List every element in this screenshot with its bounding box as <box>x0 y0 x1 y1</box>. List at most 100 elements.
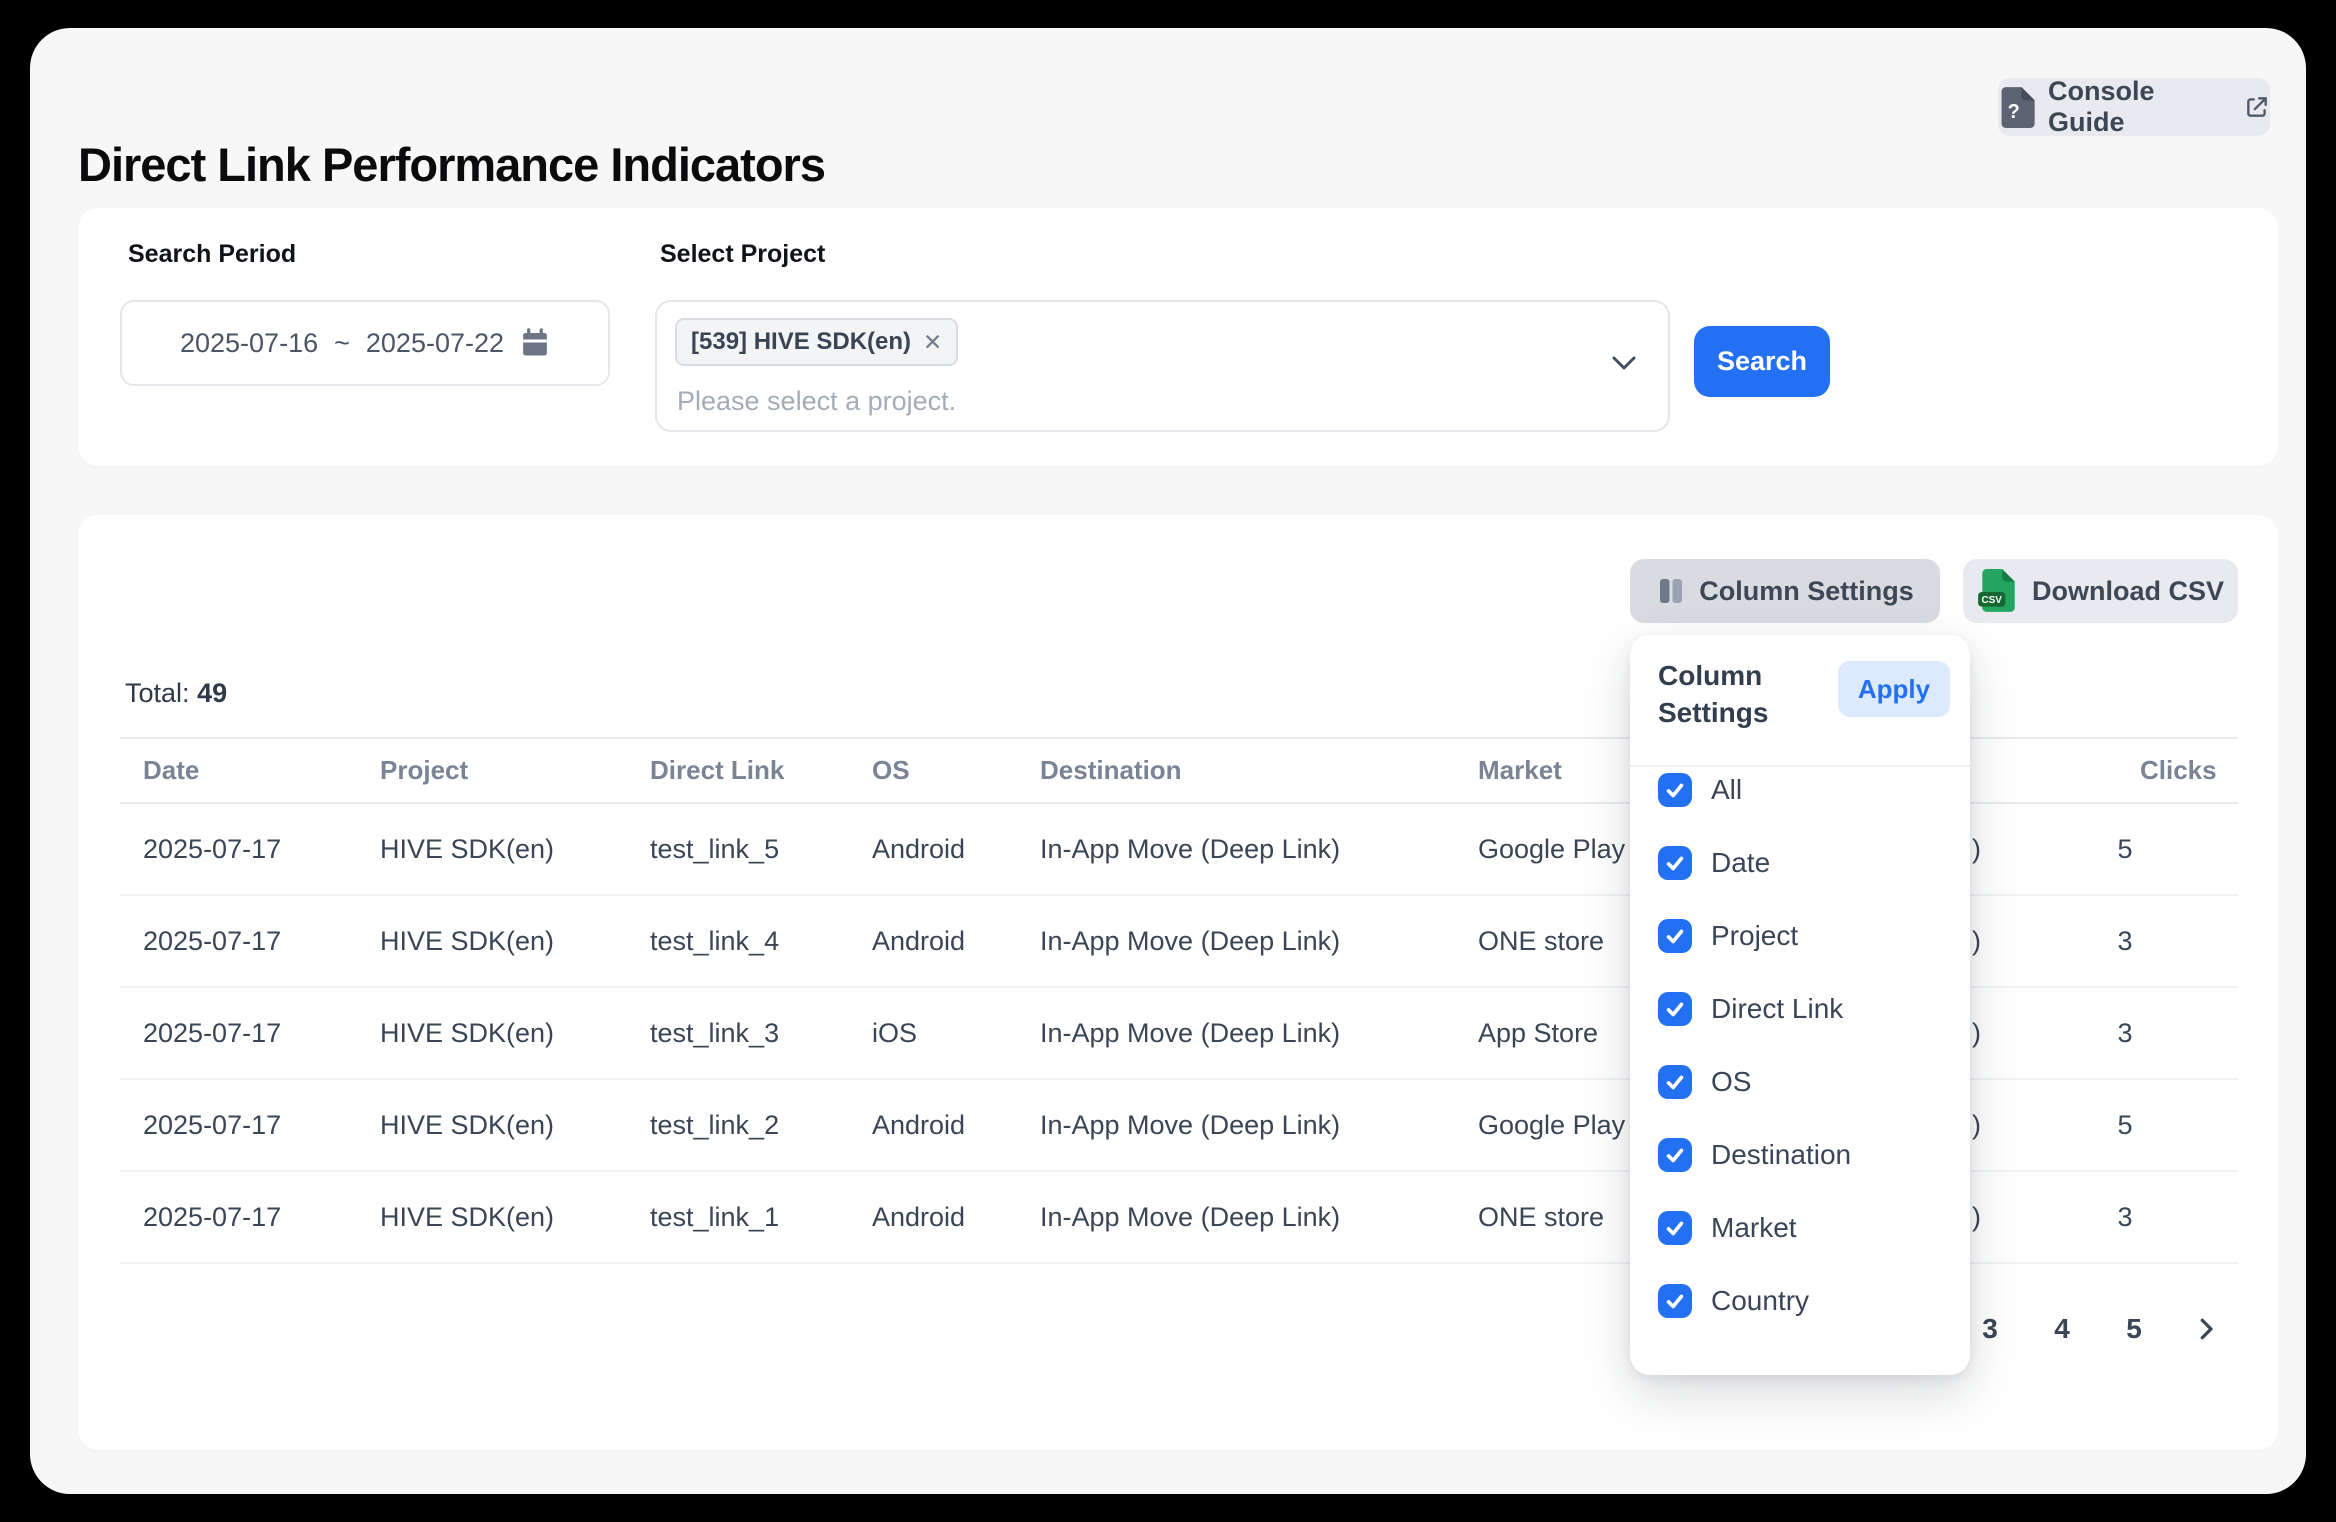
help-document-icon: ? <box>1998 86 2036 128</box>
cell-os: Android <box>872 834 966 864</box>
filter-card: Search Period 2025-07-16 ~ 2025-07-22 Se… <box>78 208 2278 466</box>
table-header-cell: Direct Link <box>650 755 785 785</box>
cell-direct-link: test_link_3 <box>650 1018 780 1048</box>
column-option[interactable]: Country <box>1658 1264 1950 1337</box>
column-option-label: Market <box>1711 1211 1797 1243</box>
table-header-cell: Project <box>380 755 469 785</box>
column-settings-panel: Column Settings Apply All Date Project <box>1630 635 1970 1375</box>
cell-destination: In-App Move (Deep Link) <box>1040 1018 1341 1048</box>
column-option[interactable]: Destination <box>1658 1118 1950 1191</box>
columns-icon <box>1656 576 1686 606</box>
table-header-cell: Date <box>143 755 200 785</box>
cell-date: 2025-07-17 <box>143 834 282 864</box>
cell-market: ONE store <box>1478 1202 1605 1232</box>
checkbox-checked-icon[interactable] <box>1658 845 1692 880</box>
column-option-label: OS <box>1711 1065 1752 1097</box>
download-csv-button-label: Download CSV <box>2031 575 2224 606</box>
cell-country-partial: ) <box>1972 1202 1981 1232</box>
search-button[interactable]: Search <box>1694 326 1830 397</box>
cell-date: 2025-07-17 <box>143 1018 282 1048</box>
table-header-row: Date Project Direct Link OS Destination Marke… <box>120 737 2238 804</box>
checkbox-checked-icon[interactable] <box>1658 1064 1692 1099</box>
cell-market: App Store <box>1478 1018 1599 1048</box>
column-settings-panel-title: Column Settings <box>1658 660 1769 728</box>
table-header-cell: Clicks <box>2140 755 2217 785</box>
column-option-label: Date <box>1711 846 1771 878</box>
column-option-label: Direct Link <box>1711 992 1844 1024</box>
cell-direct-link: test_link_1 <box>650 1202 780 1232</box>
cell-clicks: 5 <box>2117 1110 2133 1140</box>
panel-divider <box>1630 765 1970 767</box>
checkbox-checked-icon[interactable] <box>1658 772 1692 807</box>
pagination-page-button[interactable]: 5 <box>2126 1313 2142 1344</box>
cell-os: Android <box>872 1110 966 1140</box>
column-option[interactable]: OS <box>1658 1045 1950 1118</box>
checkbox-checked-icon[interactable] <box>1658 991 1692 1026</box>
column-option-label: Project <box>1711 919 1799 951</box>
cell-destination: In-App Move (Deep Link) <box>1040 1202 1341 1232</box>
cell-date: 2025-07-17 <box>143 1202 282 1232</box>
cell-direct-link: test_link_2 <box>650 1110 780 1140</box>
table-row[interactable]: 2025-07-17 HIVE SDK(en) test_link_3 iOS … <box>120 988 2238 1080</box>
date-range-input[interactable]: 2025-07-16 ~ 2025-07-22 <box>120 300 610 386</box>
column-option[interactable]: Project <box>1658 899 1950 972</box>
cell-destination: In-App Move (Deep Link) <box>1040 834 1341 864</box>
total-count: Total: 49 <box>125 678 228 708</box>
calendar-icon <box>520 328 550 358</box>
date-end: 2025-07-22 <box>365 327 505 358</box>
cell-date: 2025-07-17 <box>143 1110 282 1140</box>
cell-clicks: 3 <box>2117 926 2133 956</box>
column-option[interactable]: Date <box>1658 826 1950 899</box>
pagination-page-button[interactable]: 3 <box>1982 1313 1998 1344</box>
table-row[interactable]: 2025-07-17 HIVE SDK(en) test_link_1 Andr… <box>120 1172 2238 1264</box>
cell-os: Android <box>872 1202 966 1232</box>
cell-market: Google Play <box>1478 1110 1626 1140</box>
search-period-label: Search Period <box>128 240 297 268</box>
checkbox-checked-icon[interactable] <box>1658 1137 1692 1172</box>
column-settings-button-label: Column Settings <box>1699 575 1914 606</box>
column-option[interactable]: Direct Link <box>1658 972 1950 1045</box>
app-window: Direct Link Performance Indicators ? Con… <box>30 28 2306 1494</box>
cell-project: HIVE SDK(en) <box>380 1202 555 1232</box>
apply-button[interactable]: Apply <box>1838 661 1950 717</box>
console-guide-button[interactable]: ? Console Guide <box>1998 76 2270 137</box>
project-select[interactable]: [539] HIVE SDK(en) ✕ Please select a pro… <box>655 300 1670 432</box>
cell-direct-link: test_link_4 <box>650 926 780 956</box>
download-csv-button[interactable]: CSV Download CSV <box>1963 559 2238 623</box>
checkbox-checked-icon[interactable] <box>1658 1283 1692 1318</box>
chevron-down-icon <box>1610 354 1638 377</box>
selected-project-tag-label: [539] HIVE SDK(en) <box>691 328 912 355</box>
table-row[interactable]: 2025-07-17 HIVE SDK(en) test_link_4 Andr… <box>120 896 2238 988</box>
checkbox-checked-icon[interactable] <box>1658 918 1692 953</box>
svg-text:CSV: CSV <box>1982 595 2003 606</box>
cell-project: HIVE SDK(en) <box>380 834 555 864</box>
date-start: 2025-07-16 <box>179 327 319 358</box>
csv-file-icon: CSV <box>1977 568 2019 614</box>
cell-country-partial: ) <box>1972 834 1981 864</box>
table-row[interactable]: 2025-07-17 HIVE SDK(en) test_link_5 Andr… <box>120 804 2238 896</box>
pagination: 3 4 5 <box>1968 1305 2228 1353</box>
checkbox-checked-icon[interactable] <box>1658 1210 1692 1245</box>
svg-text:?: ? <box>2008 101 2020 123</box>
page-title: Direct Link Performance Indicators <box>78 138 826 192</box>
date-separator: ~ <box>334 327 350 358</box>
pagination-page-button[interactable]: 4 <box>2054 1313 2070 1344</box>
table-row[interactable]: 2025-07-17 HIVE SDK(en) test_link_2 Andr… <box>120 1080 2238 1172</box>
pagination-next-button[interactable] <box>2184 1305 2228 1353</box>
column-option[interactable]: Market <box>1658 1191 1950 1264</box>
cell-project: HIVE SDK(en) <box>380 1018 555 1048</box>
cell-clicks: 5 <box>2117 834 2133 864</box>
cell-destination: In-App Move (Deep Link) <box>1040 926 1341 956</box>
column-option[interactable]: All <box>1658 753 1950 826</box>
project-select-placeholder: Please select a project. <box>677 386 957 416</box>
total-count-value: 49 <box>197 678 228 708</box>
cell-country-partial: ) <box>1972 1018 1981 1048</box>
column-settings-button[interactable]: Column Settings <box>1630 559 1940 623</box>
cell-clicks: 3 <box>2117 1018 2133 1048</box>
column-options-list: All Date Project Direct Link OS <box>1658 753 1950 1337</box>
cell-os: iOS <box>872 1018 918 1048</box>
table-header-cell: OS <box>872 755 910 785</box>
remove-tag-icon[interactable]: ✕ <box>923 328 943 355</box>
cell-direct-link: test_link_5 <box>650 834 780 864</box>
cell-project: HIVE SDK(en) <box>380 1110 555 1140</box>
